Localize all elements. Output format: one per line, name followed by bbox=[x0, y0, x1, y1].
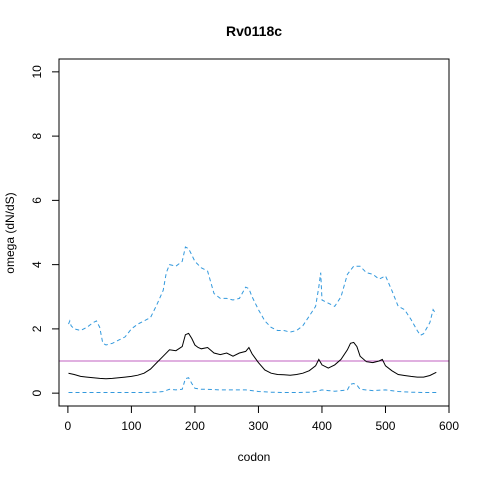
y-tick-label: 10 bbox=[30, 65, 44, 79]
chart-title: Rv0118c bbox=[226, 23, 282, 39]
x-axis: 0 100 200 300 400 500 600 bbox=[65, 405, 459, 433]
x-tick-label: 500 bbox=[375, 419, 395, 433]
x-tick-label: 600 bbox=[439, 419, 459, 433]
x-tick-label: 300 bbox=[248, 419, 268, 433]
x-tick-label: 400 bbox=[312, 419, 332, 433]
y-tick-label: 2 bbox=[30, 325, 44, 332]
series-line-3 bbox=[68, 377, 437, 393]
y-axis: 0 2 4 6 8 10 bbox=[30, 65, 60, 396]
y-tick-label: 8 bbox=[30, 132, 44, 139]
y-tick-label: 4 bbox=[30, 261, 44, 268]
x-tick-label: 0 bbox=[65, 419, 72, 433]
x-tick-label: 100 bbox=[121, 419, 141, 433]
x-axis-label: codon bbox=[238, 450, 271, 464]
series-layer bbox=[68, 246, 437, 393]
y-axis-label: omega (dN/dS) bbox=[3, 192, 17, 273]
x-tick-label: 200 bbox=[185, 419, 205, 433]
y-tick-label: 0 bbox=[30, 389, 44, 396]
y-tick-label: 6 bbox=[30, 197, 44, 204]
series-line-1 bbox=[68, 332, 437, 380]
series-line-2 bbox=[68, 246, 437, 346]
